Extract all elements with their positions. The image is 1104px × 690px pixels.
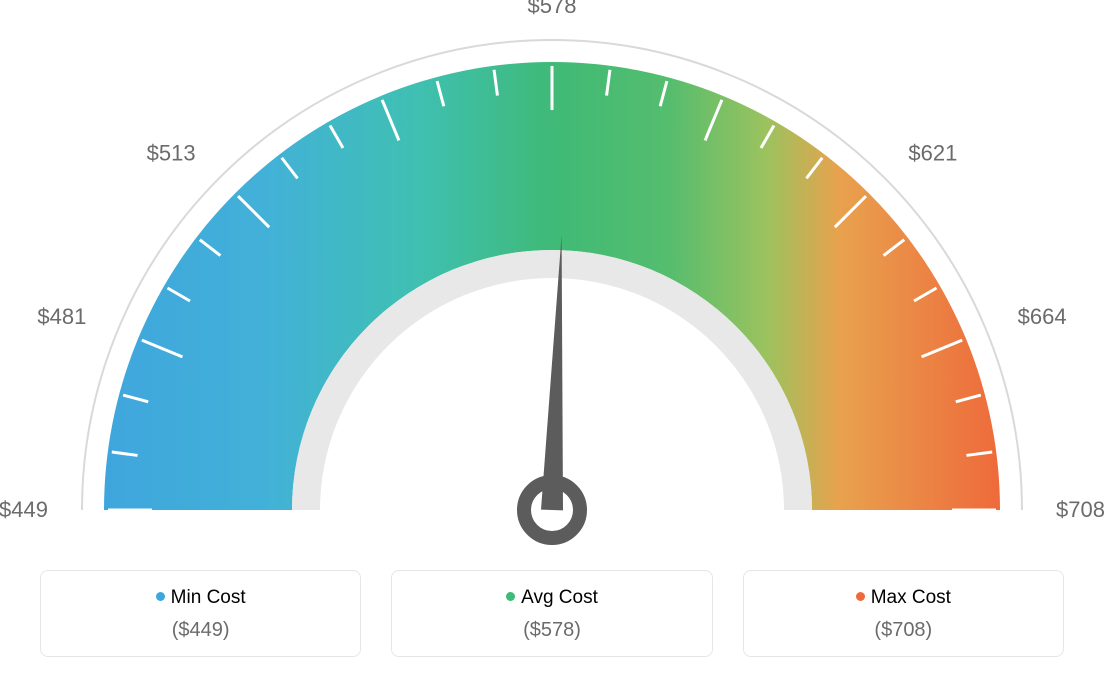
gauge-svg: $449 $481 $513 $578 $621 $664 $708 [0,0,1104,560]
dot-icon [506,592,515,601]
legend-max-label: Max Cost [871,587,951,608]
legend-avg-value: ($578) [402,619,701,642]
dot-icon [856,592,865,601]
svg-text:$621: $621 [908,141,957,166]
legend-min-title: Min Cost [51,587,350,609]
svg-text:$513: $513 [147,141,196,166]
dot-icon [156,592,165,601]
legend-row: Min Cost ($449) Avg Cost ($578) Max Cost… [0,570,1104,657]
legend-max-card: Max Cost ($708) [743,570,1064,657]
cost-gauge: $449 $481 $513 $578 $621 $664 $708 [0,0,1104,560]
legend-avg-label: Avg Cost [521,587,598,608]
legend-max-value: ($708) [754,619,1053,642]
legend-avg-title: Avg Cost [402,587,701,609]
svg-text:$481: $481 [37,304,86,329]
svg-text:$664: $664 [1018,304,1067,329]
legend-avg-card: Avg Cost ($578) [391,570,712,657]
legend-min-label: Min Cost [171,587,246,608]
svg-text:$449: $449 [0,497,48,522]
svg-text:$708: $708 [1056,497,1104,522]
legend-min-value: ($449) [51,619,350,642]
legend-max-title: Max Cost [754,587,1053,609]
legend-min-card: Min Cost ($449) [40,570,361,657]
svg-text:$578: $578 [528,0,577,18]
